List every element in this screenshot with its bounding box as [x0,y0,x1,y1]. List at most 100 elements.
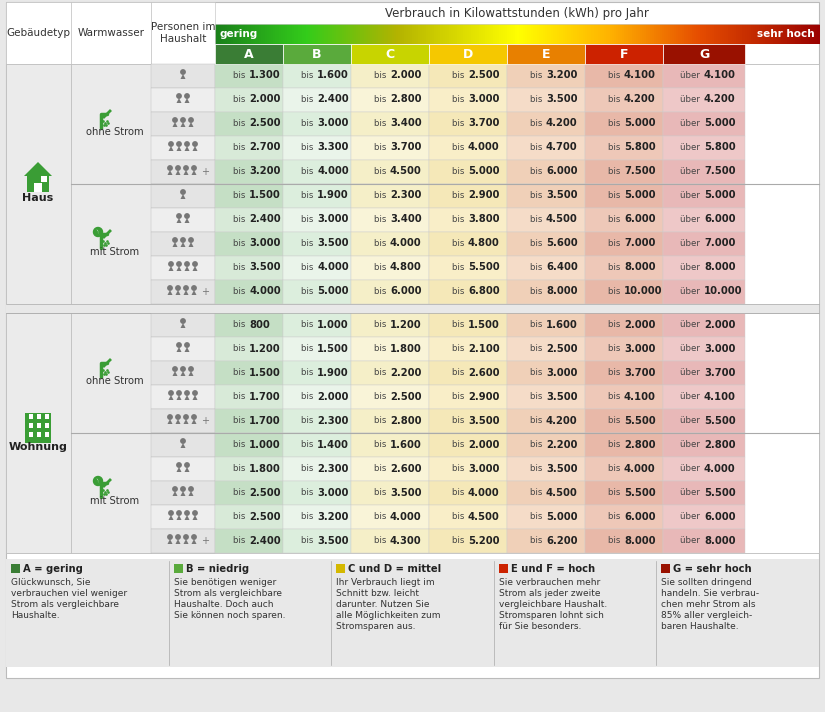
Bar [495,24,497,44]
Text: 3.500: 3.500 [546,392,577,402]
Text: 4.000: 4.000 [390,239,422,248]
Bar [245,24,248,44]
Bar [463,24,465,44]
Circle shape [189,487,193,491]
Bar [277,24,281,44]
Polygon shape [176,539,181,544]
Bar [351,232,429,256]
Bar [507,232,585,256]
Bar [585,256,663,280]
Bar [794,24,798,44]
Bar [507,184,585,208]
Bar [737,24,739,44]
Text: 3.200: 3.200 [317,511,348,521]
Bar [308,24,311,44]
Text: 800: 800 [249,320,270,330]
Text: 2.000: 2.000 [390,70,422,80]
Text: bis: bis [374,287,389,296]
Bar [791,24,794,44]
Bar [587,24,591,44]
Polygon shape [191,539,196,544]
Bar [429,457,507,481]
Bar [789,24,792,44]
Bar [585,361,663,385]
Bar [406,24,409,44]
Bar [436,24,440,44]
Circle shape [172,487,177,491]
Bar [771,24,774,44]
Bar [497,24,500,44]
Bar [663,529,745,553]
Bar [283,136,351,160]
Bar [507,385,585,409]
Polygon shape [185,467,190,472]
Bar [590,24,592,44]
Bar [337,564,345,573]
Bar [351,337,429,361]
Text: bis: bis [374,392,389,401]
Bar [429,256,507,280]
Bar [678,24,681,44]
Text: 3.000: 3.000 [317,118,348,128]
Bar [533,24,536,44]
Text: ohne Strom: ohne Strom [86,376,144,386]
Bar [323,24,327,44]
Text: bis: bis [608,368,623,377]
Bar [682,24,685,44]
Text: 10.000: 10.000 [704,286,742,296]
Text: 1.200: 1.200 [390,320,422,330]
Bar [429,184,507,208]
Bar [738,24,742,44]
Bar [582,24,584,44]
Polygon shape [172,491,177,496]
Bar [348,24,351,44]
Text: 1.600: 1.600 [317,70,349,80]
Bar [376,24,379,44]
Bar [507,208,585,232]
Text: Stromsparen aus.: Stromsparen aus. [337,622,416,631]
Text: bis: bis [233,416,248,425]
Bar [229,24,232,44]
Text: 4.000: 4.000 [468,488,500,498]
Text: A: A [244,48,254,61]
Text: bis: bis [374,71,389,80]
Text: 85% aller vergleich-: 85% aller vergleich- [662,611,752,620]
Text: Schnitt bzw. leicht: Schnitt bzw. leicht [337,589,419,598]
Circle shape [181,487,185,491]
Bar [287,24,290,44]
Polygon shape [185,347,190,352]
Bar [449,24,451,44]
Bar [572,24,574,44]
Text: 5.000: 5.000 [704,191,736,201]
Bar [71,2,151,64]
Text: über: über [681,239,703,248]
Bar [807,24,810,44]
Bar [648,24,651,44]
Polygon shape [167,539,172,544]
Text: 5.500: 5.500 [704,488,736,498]
Circle shape [185,391,189,395]
Bar [493,24,496,44]
Bar [817,24,820,44]
Bar [663,160,745,184]
Bar [221,24,224,44]
Bar [629,24,633,44]
Text: 3.500: 3.500 [546,464,577,473]
Text: 3.500: 3.500 [390,488,422,498]
Text: 4.000: 4.000 [704,464,736,473]
Text: bis: bis [452,392,467,401]
Bar [585,481,663,505]
Bar [700,24,703,44]
Text: bis: bis [374,320,389,329]
Text: 4.000: 4.000 [390,511,422,521]
Circle shape [181,70,185,74]
Bar [414,24,417,44]
Text: 3.300: 3.300 [317,142,348,152]
Bar [446,24,450,44]
Text: bis: bis [301,143,316,152]
Text: 2.800: 2.800 [624,439,656,449]
Bar [549,24,552,44]
Bar [660,24,663,44]
Text: 1.000: 1.000 [249,439,281,449]
Bar [151,313,215,337]
